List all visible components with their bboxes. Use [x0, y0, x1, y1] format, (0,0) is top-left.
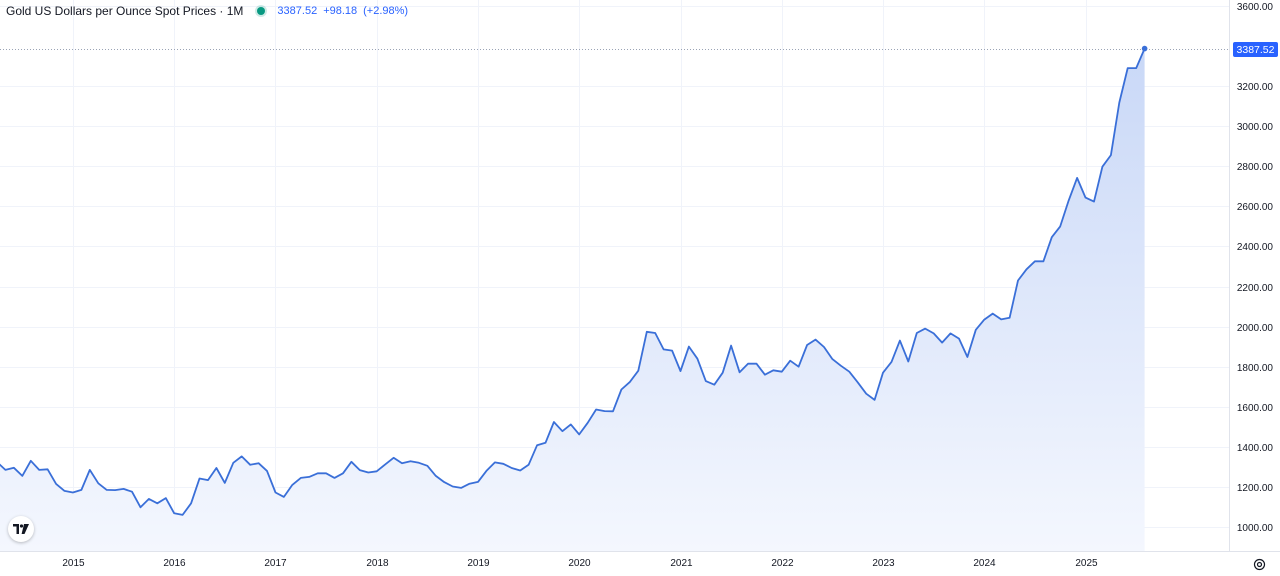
chart-legend[interactable]: Gold US Dollars per Ounce Spot Prices · …: [6, 3, 414, 19]
price-tick-label: 1200.00: [1237, 483, 1274, 494]
time-tick-label: 2024: [973, 558, 996, 569]
last-value: 3387.52: [277, 5, 318, 17]
time-tick-label: 2017: [264, 558, 287, 569]
price-area-fill: [0, 48, 1145, 551]
time-tick-label: 2018: [366, 558, 389, 569]
market-status-dot[interactable]: [257, 7, 266, 15]
price-tick-label: 2600.00: [1237, 202, 1274, 213]
time-tick-label: 2020: [568, 558, 591, 569]
change-value: +98.18: [323, 5, 358, 17]
price-tick-label: 2800.00: [1237, 162, 1274, 173]
price-tick-label: 2400.00: [1237, 242, 1274, 253]
legend-values: 3387.52 +98.18 (+2.98%): [277, 5, 414, 17]
time-tick-label: 2016: [163, 558, 186, 569]
time-tick-label: 2019: [467, 558, 490, 569]
price-tick-label: 3600.00: [1237, 2, 1274, 13]
price-tick-label: 2200.00: [1237, 283, 1274, 294]
price-line: [0, 48, 1146, 516]
price-tick-label: 3000.00: [1237, 122, 1274, 133]
time-tick-label: 2022: [771, 558, 794, 569]
gear-glyph: [1253, 558, 1265, 570]
price-axis[interactable]: 1000.00 1200.00 1400.00 1600.00 1800.00 2000.…: [1237, 2, 1274, 534]
price-tick-label: 1400.00: [1237, 443, 1274, 454]
tv-logo-glyph: [13, 524, 29, 534]
last-price-point: [1141, 45, 1148, 52]
last-price-badge: 3387.52: [1233, 42, 1278, 57]
price-tick-label: 3200.00: [1237, 82, 1274, 93]
tradingview-logo-icon[interactable]: [8, 516, 34, 542]
last-price-label: 3387.52: [1237, 44, 1275, 56]
time-tick-label: 2015: [62, 558, 85, 569]
time-tick-label: 2023: [872, 558, 895, 569]
price-tick-label: 1000.00: [1237, 523, 1274, 534]
symbol-title[interactable]: Gold US Dollars per Ounce Spot Prices · …: [6, 4, 244, 18]
time-tick-label: 2025: [1075, 558, 1098, 569]
change-percent: (+2.98%): [363, 5, 409, 17]
price-tick-label: 2000.00: [1237, 323, 1274, 334]
gear-icon[interactable]: [1251, 556, 1267, 572]
time-tick-label: 2021: [670, 558, 693, 569]
price-tick-label: 1800.00: [1237, 363, 1274, 374]
price-tick-label: 1600.00: [1237, 403, 1274, 414]
time-axis[interactable]: 2015 2016 2017 2018 2019 2020 2021 2022 2023 2024…: [62, 558, 1098, 569]
